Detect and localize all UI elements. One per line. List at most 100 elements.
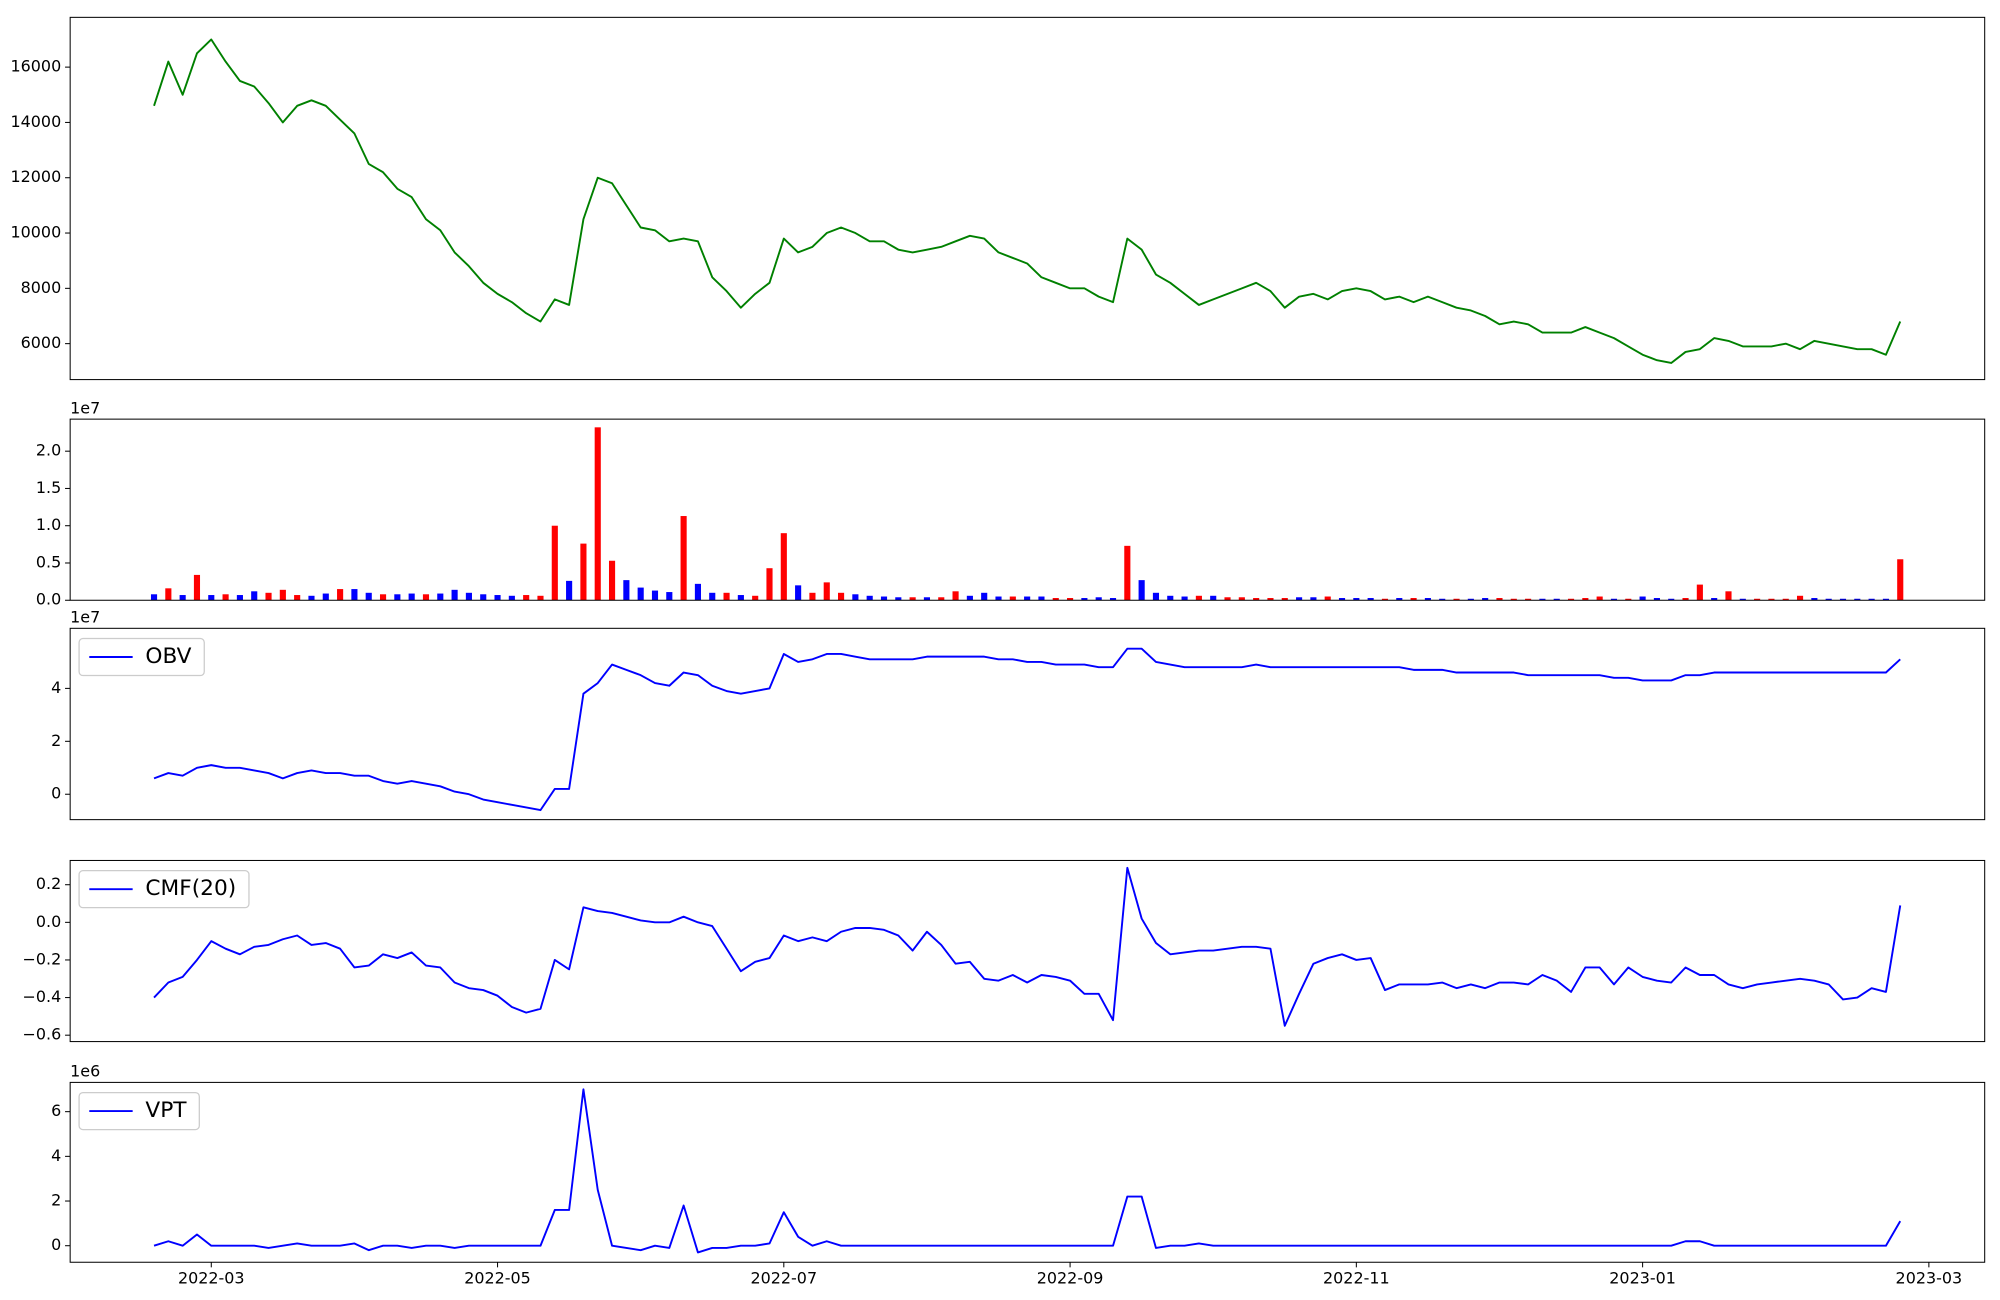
axes-frame — [69, 1081, 1986, 1263]
volume-bar — [966, 595, 973, 601]
legend-box — [78, 637, 205, 677]
volume-bar — [165, 588, 172, 601]
volume-bar — [1281, 598, 1288, 601]
volume-bar — [1253, 598, 1260, 601]
volume-bar — [1396, 598, 1403, 601]
volume-bar — [265, 592, 272, 601]
volume-bar — [422, 594, 430, 601]
x-tick-label: 2022-09 — [1037, 1268, 1104, 1287]
volume-bar — [1825, 598, 1832, 601]
volume-bar — [537, 595, 544, 601]
volume-bar — [1310, 597, 1317, 601]
line-series — [153, 1088, 1902, 1254]
volume-bar — [1510, 598, 1517, 601]
volume-bar — [1224, 597, 1231, 601]
axes-frame — [69, 627, 1986, 821]
volume-bar — [1467, 598, 1474, 601]
volume-bar — [1796, 595, 1804, 601]
volume-bar — [451, 589, 458, 601]
volume-bar — [251, 591, 258, 601]
volume-bar — [1181, 596, 1188, 601]
volume-bar — [1625, 598, 1632, 601]
volume-bar — [1338, 598, 1346, 601]
volume-bar — [1167, 595, 1174, 601]
axes-frame — [69, 418, 1986, 601]
y-tick-label: 6000 — [21, 333, 62, 352]
y-tick-label: 4 — [51, 678, 61, 697]
panel: 0 2 4 6 2022-03 2022-05 2022-07 2022-09 2022-11 2… — [51, 1062, 1986, 1287]
x-tick-label: 2023-01 — [1609, 1268, 1676, 1287]
x-tick-label: 2023-03 — [1896, 1268, 1963, 1287]
volume-bar — [666, 592, 673, 601]
volume-bar — [508, 595, 515, 601]
volume-bar — [895, 597, 902, 601]
legend-label: VPT — [145, 1098, 187, 1123]
volume-bar — [1768, 598, 1775, 601]
volume-bar — [208, 595, 215, 601]
legend: OBV — [78, 637, 205, 677]
y-tick-label: 2 — [51, 1191, 61, 1210]
volume-bar — [938, 597, 945, 601]
volume-bar — [1496, 598, 1503, 601]
volume-bar — [1353, 598, 1360, 601]
volume-bar — [1682, 598, 1689, 601]
y-tick-label: 0.2 — [36, 874, 61, 893]
volume-bar — [337, 589, 344, 601]
volume-bar — [694, 583, 701, 601]
volume-bar — [909, 597, 916, 601]
volume-bar — [1582, 598, 1589, 601]
volume-bar — [294, 595, 301, 601]
volume-bar — [394, 594, 401, 601]
volume-bar — [852, 594, 859, 601]
volume-bar — [1453, 598, 1460, 601]
legend: CMF(20) — [78, 870, 250, 909]
volume-bar — [680, 516, 687, 601]
x-tick-label: 2022-11 — [1323, 1268, 1390, 1287]
volume-bar — [1639, 596, 1646, 601]
x-tick-label: 2022-03 — [178, 1268, 245, 1287]
axes-frame — [69, 16, 1986, 381]
legend-box — [78, 1091, 200, 1131]
volume-bar — [838, 592, 845, 601]
volume-bar — [236, 595, 243, 601]
volume-bar — [1882, 598, 1889, 601]
volume-bar — [623, 580, 630, 601]
volume-bar — [1324, 596, 1331, 601]
legend-box — [78, 870, 250, 909]
volume-bar — [1725, 591, 1732, 601]
line-series — [153, 647, 1901, 812]
volume-bar — [1296, 597, 1303, 601]
volume-bar — [1696, 584, 1703, 601]
volume-bar — [766, 568, 773, 601]
y-tick-label: 1.0 — [36, 515, 61, 534]
y-tick-label: 12000 — [11, 167, 62, 186]
volume-bar — [1839, 598, 1847, 601]
legend-label: OBV — [145, 644, 191, 669]
volume-bar — [1038, 596, 1045, 601]
volume-bar — [809, 592, 816, 601]
volume-bar — [1124, 545, 1131, 601]
volume-bar — [952, 591, 959, 601]
volume-bar — [1854, 598, 1861, 601]
volume-bar — [594, 427, 601, 601]
volume-bar — [1610, 598, 1618, 601]
y-tick-label: 2.0 — [36, 441, 61, 460]
legend: VPT — [78, 1091, 200, 1131]
volume-bar — [737, 595, 744, 601]
x-tick-label: 2022-07 — [751, 1268, 818, 1287]
volume-bar — [480, 594, 487, 601]
volume-bar — [1152, 592, 1160, 601]
volume-bar — [179, 595, 186, 601]
axes-frame — [69, 859, 1986, 1043]
volume-bar — [1811, 598, 1818, 601]
volume-bar — [1553, 598, 1560, 601]
y-tick-label: 0.5 — [36, 552, 61, 571]
volume-bar — [322, 593, 329, 601]
volume-bar — [1711, 598, 1718, 601]
line-series — [153, 866, 1902, 1027]
volume-bar — [365, 592, 372, 601]
panel: 0 2 4 1e7 OBV — [51, 608, 1986, 821]
volume-bar — [723, 592, 730, 601]
volume-bar — [1897, 559, 1904, 601]
y-tick-label: 2 — [51, 731, 61, 750]
